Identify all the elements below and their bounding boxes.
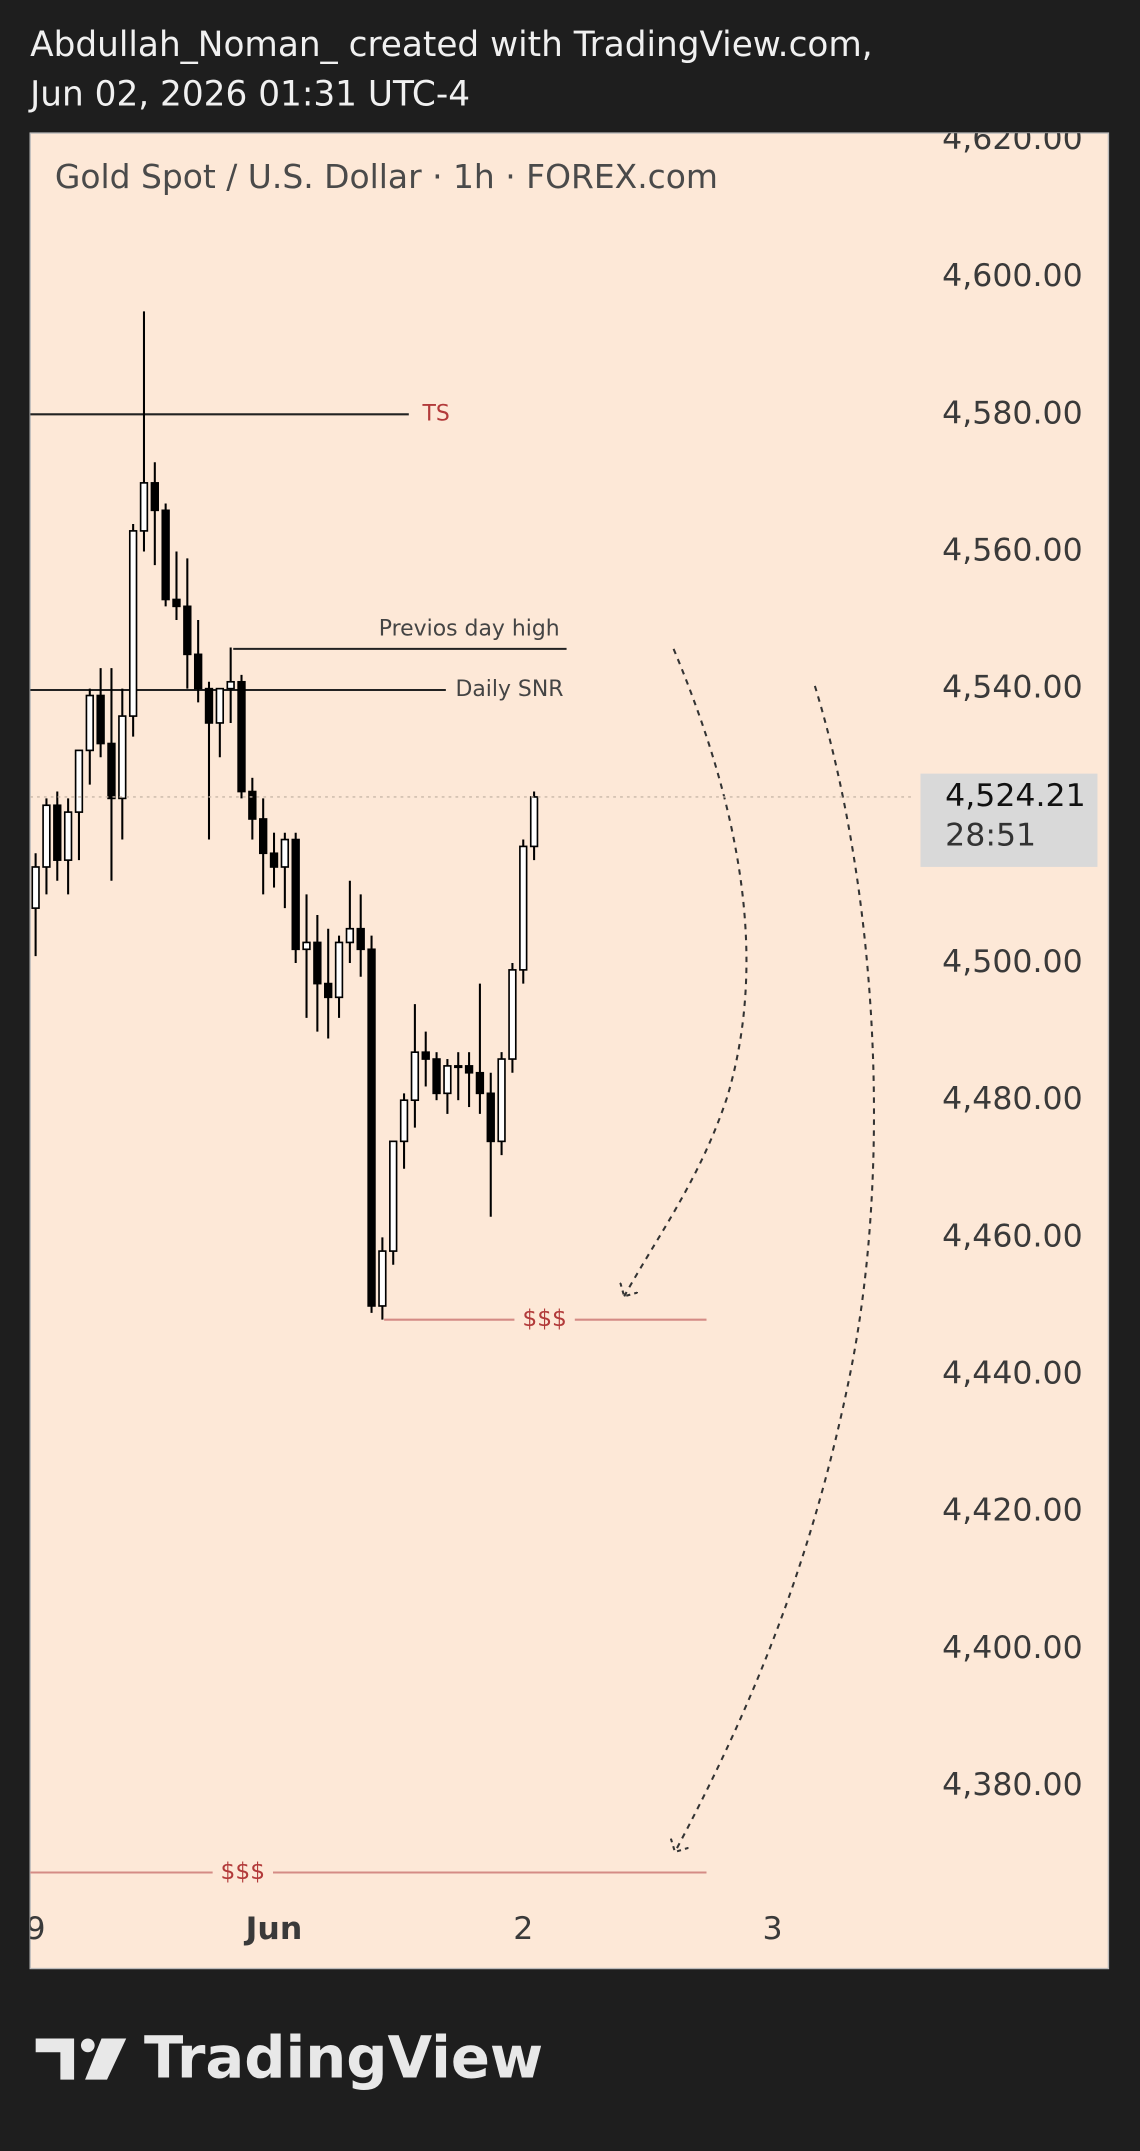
candle-body (53, 804, 62, 861)
candle-body (96, 694, 105, 745)
candle-body (128, 530, 138, 717)
x-tick-label: Jun (244, 1911, 303, 1947)
chart-pane (29, 132, 1110, 1970)
level-label: Previos day high (379, 617, 560, 642)
level-label: Daily SNR (455, 677, 563, 702)
candle-body (421, 1051, 430, 1060)
candle-body (529, 796, 539, 848)
candle-body (31, 866, 40, 909)
candle-body (508, 969, 517, 1060)
candle-body (226, 680, 235, 690)
y-tick-label: 4,480.00 (942, 1081, 1082, 1117)
logo-mark (85, 2038, 127, 2080)
logo-mark (80, 2038, 95, 2053)
y-tick-label: 4,500.00 (942, 944, 1082, 980)
last-price-label: 4,524.21 (945, 778, 1085, 814)
candle-body (204, 687, 214, 724)
candle-body (237, 680, 246, 793)
label-gap (212, 1858, 274, 1887)
logo-mark (35, 2038, 75, 2080)
candle-body (464, 1065, 474, 1074)
candle-body (150, 482, 159, 512)
candle-body (63, 811, 73, 861)
candle-body (183, 605, 192, 656)
candle-body (399, 1099, 409, 1143)
candle-body (258, 818, 268, 855)
last-price-box (920, 773, 1098, 867)
candle-body (85, 694, 94, 752)
candle-body (324, 982, 333, 999)
candle-body (42, 804, 51, 868)
candle-body (313, 941, 322, 985)
y-tick-label: 4,400.00 (942, 1630, 1082, 1666)
candle-body (486, 1092, 495, 1143)
candle-body (356, 927, 365, 951)
candle-body (475, 1071, 485, 1095)
candle-body (410, 1051, 420, 1102)
candle-body (74, 749, 84, 813)
y-tick-label: 4,600.00 (942, 258, 1082, 294)
candle-body (302, 941, 311, 951)
candle-body (345, 927, 355, 944)
candle-body (432, 1058, 441, 1095)
candle-body (118, 715, 127, 800)
y-tick-label: 4,580.00 (942, 395, 1082, 431)
candle-body (280, 838, 290, 868)
candle-body (248, 790, 257, 820)
projection-arrow (675, 685, 875, 1852)
x-tick-label: 2 (513, 1911, 533, 1947)
candle-body (519, 845, 528, 971)
candle-body (172, 598, 181, 608)
plot: 4,380.00 4,400.00 4,420.00 4,440.00 4,460.00… (26, 121, 1098, 1947)
candle-body (269, 852, 279, 868)
header-line: Jun 02, 2026 01:31 UTC-4 (28, 75, 470, 115)
y-tick-label: 4,420.00 (942, 1493, 1082, 1529)
y-tick-label: 4,460.00 (942, 1218, 1082, 1254)
footer-brand: TradingView (144, 2024, 543, 2091)
y-tick-label: 4,380.00 (942, 1767, 1082, 1803)
candle-body (378, 1250, 387, 1307)
candle-body (367, 948, 376, 1307)
countdown: 28:51 (945, 818, 1036, 854)
candle-body (291, 838, 300, 951)
candle-body (454, 1065, 463, 1069)
x-tick-label: 3 (762, 1911, 782, 1947)
y-tick-label: 4,560.00 (942, 532, 1082, 568)
candle-body (389, 1140, 398, 1252)
level-label: $$$ (221, 1858, 265, 1885)
x-tick-label: 9 (26, 1911, 46, 1947)
candle-body (193, 653, 203, 690)
candle-body (161, 509, 170, 601)
level-label: $$$ (522, 1305, 567, 1332)
candle-body (443, 1065, 452, 1095)
candle-body (139, 482, 149, 532)
level-label: TS (422, 401, 450, 426)
header-line: Abdullah_Noman_ created with TradingView… (30, 25, 873, 65)
candle-body (497, 1058, 506, 1143)
candle-body (215, 687, 225, 724)
y-tick-label: 4,440.00 (942, 1356, 1082, 1392)
y-tick-label: 4,540.00 (942, 670, 1082, 706)
y-tick-label: 4,620.00 (942, 121, 1082, 157)
chart-title: Gold Spot / U.S. Dollar · 1h · FOREX.com (55, 157, 718, 196)
candle-body (334, 941, 344, 999)
candle-body (107, 742, 116, 800)
label-gap (514, 1305, 575, 1334)
footer-logo: TradingView (35, 2024, 543, 2091)
projection-arrow (624, 648, 748, 1296)
